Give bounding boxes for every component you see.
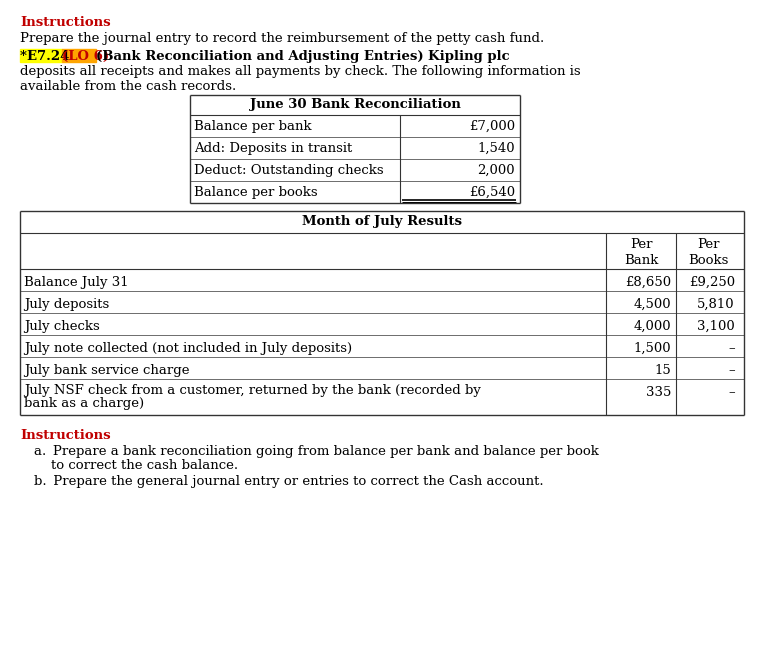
Bar (62, 49, 96, 62)
Text: Prepare the journal entry to record the reimbursement of the petty cash fund.: Prepare the journal entry to record the … (20, 32, 544, 45)
Text: Instructions: Instructions (20, 16, 111, 29)
Text: Balance July 31: Balance July 31 (24, 276, 128, 289)
Text: Per
Bank: Per Bank (624, 238, 659, 267)
Text: 2,000: 2,000 (478, 164, 515, 177)
Text: 1,500: 1,500 (633, 342, 671, 355)
Bar (20, 49, 62, 62)
Text: 15: 15 (654, 364, 671, 377)
Text: Month of July Results: Month of July Results (302, 215, 462, 228)
Text: (LO 6): (LO 6) (62, 50, 114, 63)
Text: 1,540: 1,540 (478, 142, 515, 155)
Text: 4,000: 4,000 (633, 320, 671, 333)
Text: July deposits: July deposits (24, 298, 109, 311)
Text: £8,650: £8,650 (625, 276, 671, 289)
Text: June 30 Bank Reconciliation: June 30 Bank Reconciliation (250, 98, 461, 111)
Text: Add: Deposits in transit: Add: Deposits in transit (194, 142, 352, 155)
Text: to correct the cash balance.: to correct the cash balance. (34, 459, 238, 472)
Text: available from the cash records.: available from the cash records. (20, 80, 236, 93)
Text: b. Prepare the general journal entry or entries to correct the Cash account.: b. Prepare the general journal entry or … (34, 475, 544, 488)
Text: £7,000: £7,000 (469, 120, 515, 133)
Text: deposits all receipts and makes all payments by check. The following information: deposits all receipts and makes all paym… (20, 65, 581, 78)
Text: 335: 335 (646, 386, 671, 399)
Text: *E7.24: *E7.24 (20, 50, 74, 63)
Text: a. Prepare a bank reconciliation going from balance per bank and balance per boo: a. Prepare a bank reconciliation going f… (34, 445, 599, 458)
Text: Instructions: Instructions (20, 429, 111, 442)
Text: –: – (728, 386, 735, 399)
Text: £6,540: £6,540 (469, 186, 515, 199)
Text: July checks: July checks (24, 320, 100, 333)
Text: bank as a charge): bank as a charge) (24, 397, 144, 410)
Text: 4,500: 4,500 (633, 298, 671, 311)
Text: Per
Books: Per Books (688, 238, 728, 267)
Text: –: – (728, 342, 735, 355)
Text: (Bank Reconciliation and Adjusting Entries): (Bank Reconciliation and Adjusting Entri… (96, 50, 429, 63)
Text: July bank service charge: July bank service charge (24, 364, 189, 377)
Text: July note collected (not included in July deposits): July note collected (not included in Jul… (24, 342, 352, 355)
Text: Deduct: Outstanding checks: Deduct: Outstanding checks (194, 164, 384, 177)
Text: £9,250: £9,250 (689, 276, 735, 289)
Text: –: – (728, 364, 735, 377)
Text: Balance per books: Balance per books (194, 186, 318, 199)
Text: 3,100: 3,100 (698, 320, 735, 333)
Text: 5,810: 5,810 (698, 298, 735, 311)
Text: Balance per bank: Balance per bank (194, 120, 312, 133)
Text: Kipling plc: Kipling plc (428, 50, 510, 63)
Text: July NSF check from a customer, returned by the bank (recorded by: July NSF check from a customer, returned… (24, 384, 481, 397)
